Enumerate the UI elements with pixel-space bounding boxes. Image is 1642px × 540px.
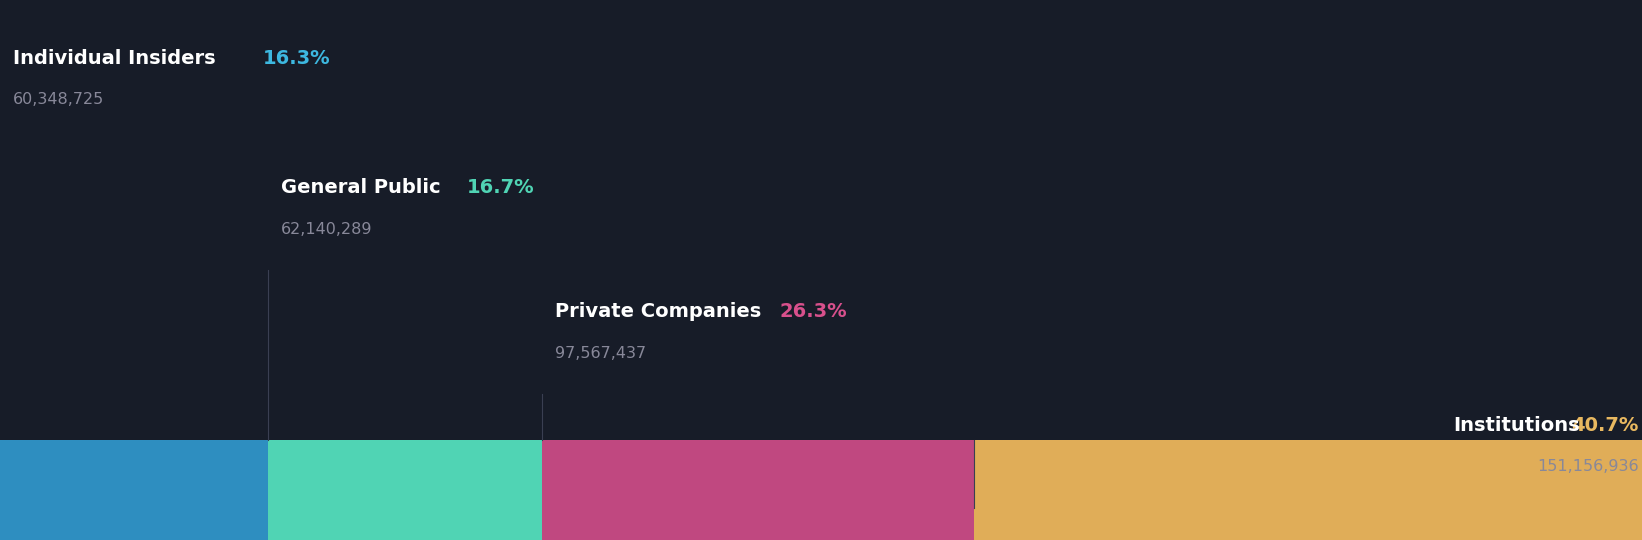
Text: 40.7%: 40.7% xyxy=(1571,416,1639,435)
Bar xyxy=(974,440,1642,540)
Text: Private Companies: Private Companies xyxy=(555,302,762,321)
Text: Institutions: Institutions xyxy=(1453,416,1580,435)
Text: Individual Insiders: Individual Insiders xyxy=(13,49,215,68)
Text: 62,140,289: 62,140,289 xyxy=(281,221,373,237)
Text: 97,567,437: 97,567,437 xyxy=(555,346,645,361)
Text: 151,156,936: 151,156,936 xyxy=(1537,459,1639,474)
Text: 26.3%: 26.3% xyxy=(780,302,847,321)
Bar xyxy=(268,440,542,540)
Text: 60,348,725: 60,348,725 xyxy=(13,92,105,107)
Text: 16.7%: 16.7% xyxy=(466,178,534,197)
Bar xyxy=(542,440,974,540)
Bar xyxy=(0,440,268,540)
Text: General Public: General Public xyxy=(281,178,440,197)
Text: 16.3%: 16.3% xyxy=(263,49,330,68)
